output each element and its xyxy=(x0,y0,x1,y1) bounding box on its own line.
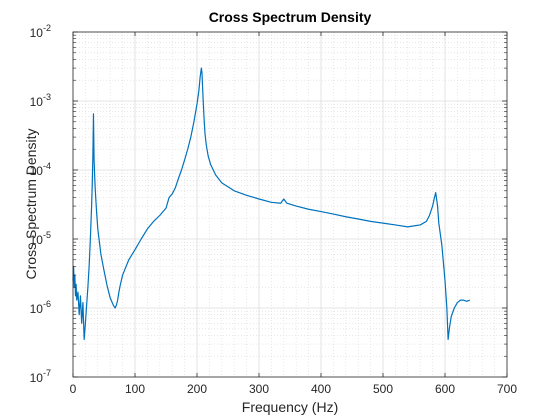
y-tick-label: 10-5 xyxy=(30,230,51,247)
series-line xyxy=(72,67,471,341)
x-tick-label: 0 xyxy=(70,382,77,396)
minor-grid xyxy=(73,32,507,377)
y-tick-label: 10-7 xyxy=(30,368,51,385)
x-tick-label: 400 xyxy=(311,382,331,396)
y-tick-label: 10-4 xyxy=(30,161,51,178)
x-tick-label: 600 xyxy=(435,382,455,396)
x-tick-label: 100 xyxy=(125,382,145,396)
x-axis-label: Frequency (Hz) xyxy=(242,399,338,415)
y-tick-label: 10-3 xyxy=(30,92,51,109)
y-tick-label: 10-6 xyxy=(30,299,51,316)
y-tick-labels: 10-7 10-6 10-5 10-4 10-3 10-2 xyxy=(30,23,51,385)
x-tick-label: 700 xyxy=(497,382,517,396)
x-tick-label: 300 xyxy=(249,382,269,396)
y-axis-label: Cross Spectrum Density xyxy=(23,129,39,280)
x-tick-label: 500 xyxy=(373,382,393,396)
chart-title: Cross Spectrum Density xyxy=(209,9,372,25)
axis-ticks xyxy=(72,31,508,378)
plot-box xyxy=(72,31,508,378)
x-tick-label: 200 xyxy=(187,382,207,396)
x-tick-labels: 0 100 200 300 400 500 600 700 xyxy=(70,382,518,396)
y-tick-label: 10-2 xyxy=(30,23,51,40)
